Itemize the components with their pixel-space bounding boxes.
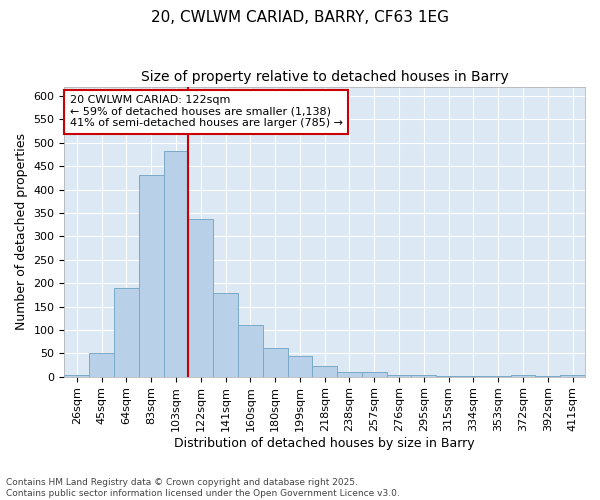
Text: 20 CWLWM CARIAD: 122sqm
← 59% of detached houses are smaller (1,138)
41% of semi: 20 CWLWM CARIAD: 122sqm ← 59% of detache… bbox=[70, 96, 343, 128]
Text: Contains HM Land Registry data © Crown copyright and database right 2025.
Contai: Contains HM Land Registry data © Crown c… bbox=[6, 478, 400, 498]
Bar bbox=[238, 325, 263, 376]
Bar bbox=[287, 356, 313, 376]
Bar bbox=[213, 294, 238, 376]
Bar bbox=[386, 375, 412, 376]
Title: Size of property relative to detached houses in Barry: Size of property relative to detached ho… bbox=[141, 70, 509, 84]
X-axis label: Distribution of detached houses by size in Barry: Distribution of detached houses by size … bbox=[175, 437, 475, 450]
Bar bbox=[139, 176, 164, 376]
Bar bbox=[337, 372, 362, 376]
Bar bbox=[164, 150, 188, 376]
Bar bbox=[313, 366, 337, 376]
Bar bbox=[188, 218, 213, 376]
Bar bbox=[263, 348, 287, 376]
Text: 20, CWLWM CARIAD, BARRY, CF63 1EG: 20, CWLWM CARIAD, BARRY, CF63 1EG bbox=[151, 10, 449, 25]
Bar bbox=[412, 375, 436, 376]
Bar bbox=[114, 288, 139, 376]
Bar bbox=[89, 354, 114, 376]
Bar bbox=[362, 372, 386, 376]
Y-axis label: Number of detached properties: Number of detached properties bbox=[15, 133, 28, 330]
